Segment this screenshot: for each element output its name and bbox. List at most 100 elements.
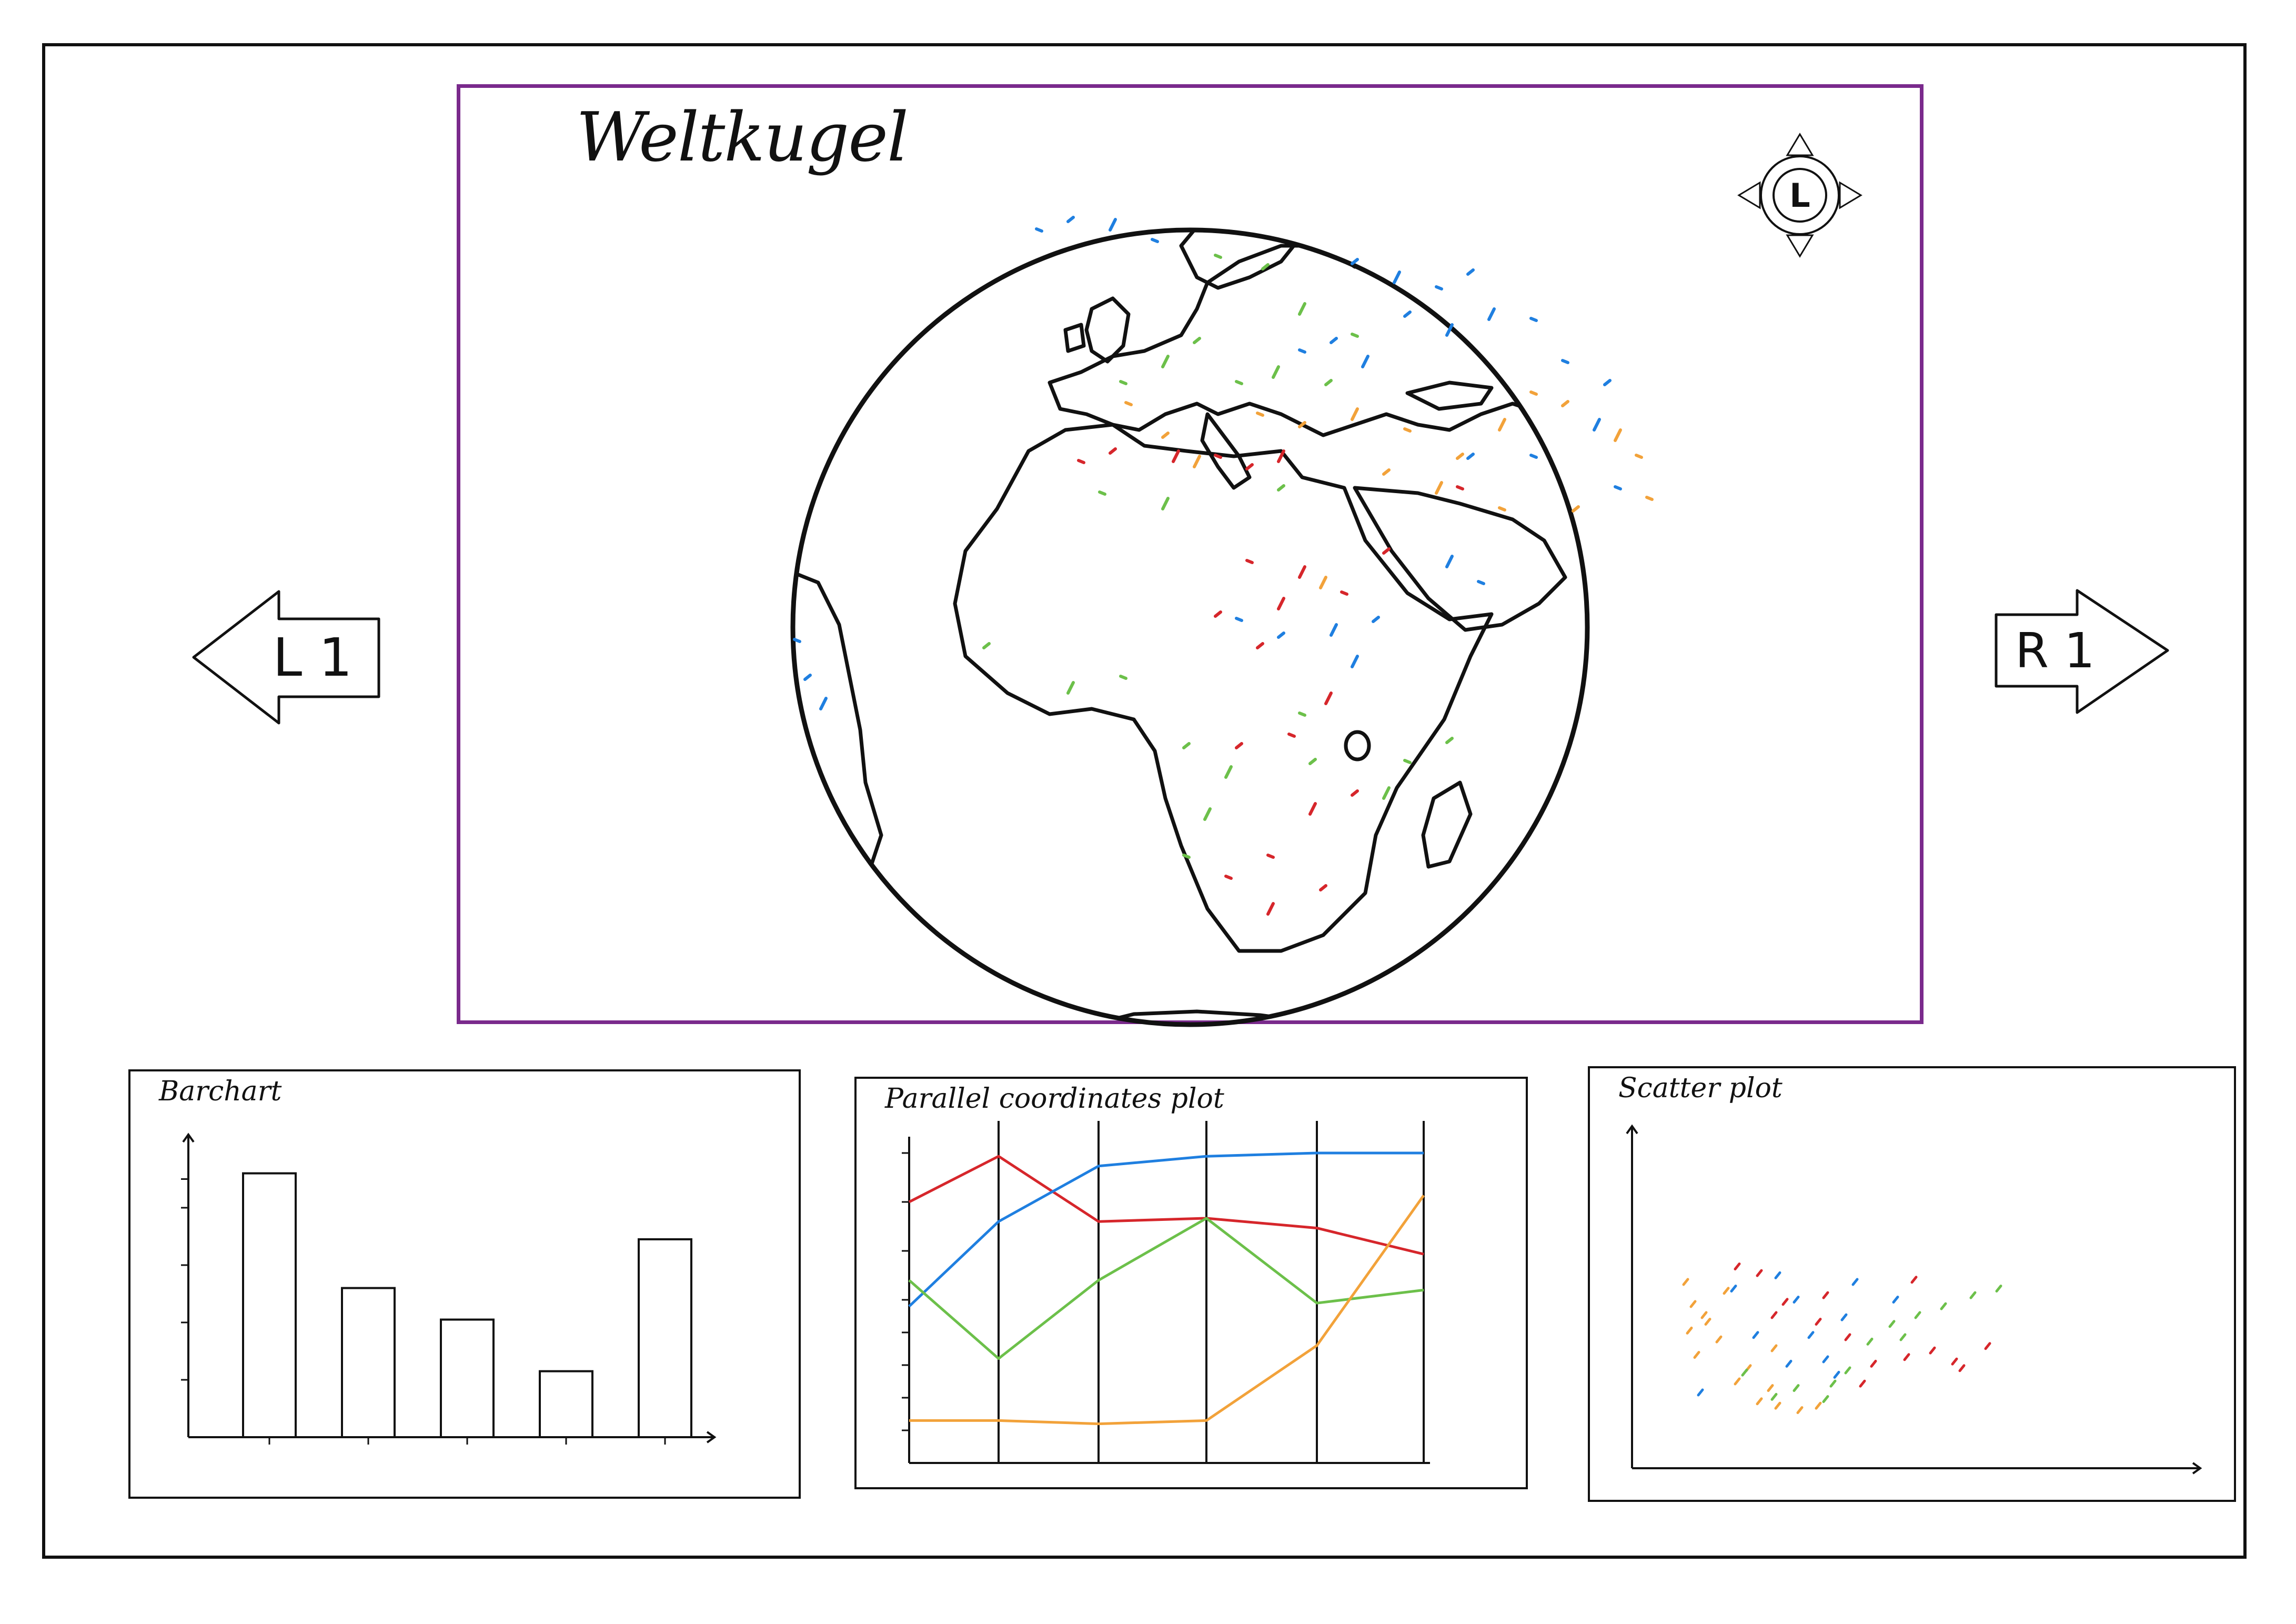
scatter-point <box>1697 1388 1704 1397</box>
barchart-chart <box>181 1132 717 1445</box>
globe-data-point <box>1066 216 1075 223</box>
parallel-series-line <box>908 1155 1424 1256</box>
globe-data-point <box>1277 631 1285 639</box>
arrow-right-icon: R 1 <box>1995 589 2169 714</box>
globe-data-point <box>1561 400 1569 407</box>
globe-data-point <box>1319 884 1327 891</box>
globe-data-point <box>1272 365 1280 379</box>
globe-data-point <box>803 674 812 681</box>
scatter-point <box>1822 1355 1829 1364</box>
scatter-point <box>1833 1370 1840 1379</box>
scatter-point <box>1734 1377 1741 1386</box>
globe-data-point <box>1403 310 1412 318</box>
parallel-panel[interactable]: Parallel coordinates plot <box>854 1077 1528 1489</box>
scatter-point <box>1910 1276 1918 1284</box>
dpad-left-icon <box>1737 181 1761 209</box>
globe-data-point <box>1109 218 1117 232</box>
parallel-chart <box>902 1121 1430 1464</box>
scatter-chart <box>1626 1124 2202 1475</box>
globe-data-point <box>1614 428 1622 442</box>
scatter-point <box>1914 1311 1921 1319</box>
scatter-point <box>1686 1326 1693 1335</box>
globe-data-point <box>1287 733 1296 738</box>
globe-data-point <box>1477 580 1485 585</box>
dpad-label: L <box>1789 176 1810 215</box>
globe-data-point <box>1308 758 1317 765</box>
scatter-point <box>1693 1351 1700 1359</box>
globe-data-point <box>1277 449 1285 463</box>
globe-data-point <box>1393 270 1401 284</box>
globe-data-point <box>1351 789 1359 797</box>
barchart-panel[interactable]: Barchart <box>128 1069 801 1499</box>
globe-data-point <box>1266 902 1275 916</box>
scatter-point <box>1793 1384 1800 1392</box>
globe-data-point <box>1182 742 1191 749</box>
scatter-point <box>1892 1296 1899 1304</box>
globe-data-point <box>1603 379 1612 386</box>
scatter-panel[interactable]: Scatter plot <box>1588 1066 2236 1502</box>
scatter-point <box>1704 1318 1711 1326</box>
globe-data-point <box>1330 623 1338 637</box>
globe-data-point <box>1340 590 1348 596</box>
barchart-x-arrow <box>706 1431 717 1443</box>
globe-data-point <box>1214 454 1222 459</box>
globe-data-point <box>1224 875 1233 880</box>
scatter-point <box>1807 1331 1815 1339</box>
globe-data-point <box>1277 597 1285 610</box>
globe-data-point <box>1351 333 1359 338</box>
scatter-point <box>1969 1291 1977 1299</box>
globe-data-point <box>1266 854 1275 859</box>
globe-data-point <box>1235 380 1243 385</box>
globe-data-point <box>1351 655 1359 668</box>
dpad-up-icon <box>1786 133 1814 156</box>
nav-left-label: L 1 <box>273 627 352 688</box>
scatter-point <box>1756 1397 1763 1406</box>
globe-data-point <box>1445 323 1454 337</box>
app-frame <box>42 43 2247 1559</box>
globe-data-point <box>1224 765 1233 779</box>
parallel-series-line <box>909 1195 1425 1426</box>
scatter-point <box>1730 1285 1737 1293</box>
scatter-y-arrow <box>1626 1124 1638 1135</box>
scatter-point <box>1689 1300 1697 1308</box>
globe-data-point <box>1119 675 1127 680</box>
barchart-bar <box>539 1370 593 1439</box>
globe-data-point <box>1214 610 1222 618</box>
scatter-point <box>1815 1318 1822 1326</box>
globe-data-point <box>1466 453 1475 460</box>
scatter-point <box>1723 1287 1730 1295</box>
globe-data-point <box>1529 317 1538 322</box>
globe-data-point <box>1035 227 1043 233</box>
scatter-point <box>1859 1379 1866 1388</box>
scatter-point <box>1770 1392 1778 1401</box>
barchart-bar <box>242 1172 297 1438</box>
globe-data-point <box>1235 617 1243 622</box>
globe-data-point <box>1161 497 1170 510</box>
globe-data-point <box>1124 401 1133 406</box>
scatter-point <box>1829 1379 1837 1388</box>
globe-panel[interactable]: Weltkugel L <box>457 84 1924 1027</box>
arrow-left-icon: L 1 <box>192 590 380 725</box>
globe-data-point <box>1614 485 1622 490</box>
scatter-point <box>1958 1364 1966 1372</box>
globe-data-point <box>1498 418 1506 432</box>
globe-data-point <box>1435 481 1443 495</box>
scatter-point <box>1700 1311 1708 1319</box>
scatter-point <box>1822 1291 1829 1299</box>
scatter-point <box>1682 1278 1689 1286</box>
globe-data-point <box>1319 576 1327 589</box>
nav-left-button[interactable]: L 1 <box>190 588 383 726</box>
barchart-bar <box>341 1287 396 1438</box>
globe-data-point <box>1456 453 1464 460</box>
globe-data-point <box>1529 390 1538 396</box>
scatter-point <box>1815 1401 1822 1410</box>
globe-data-point <box>1403 759 1412 764</box>
nav-right-button[interactable]: R 1 <box>1993 588 2172 715</box>
dpad-control[interactable]: L <box>1735 130 1865 260</box>
scatter-point <box>1781 1298 1789 1306</box>
globe-data-point <box>1245 463 1254 470</box>
globe-data-point <box>1372 616 1380 623</box>
scatter-point <box>1929 1346 1936 1355</box>
globe-data-point <box>982 642 991 649</box>
globe-data-point <box>1214 254 1222 259</box>
